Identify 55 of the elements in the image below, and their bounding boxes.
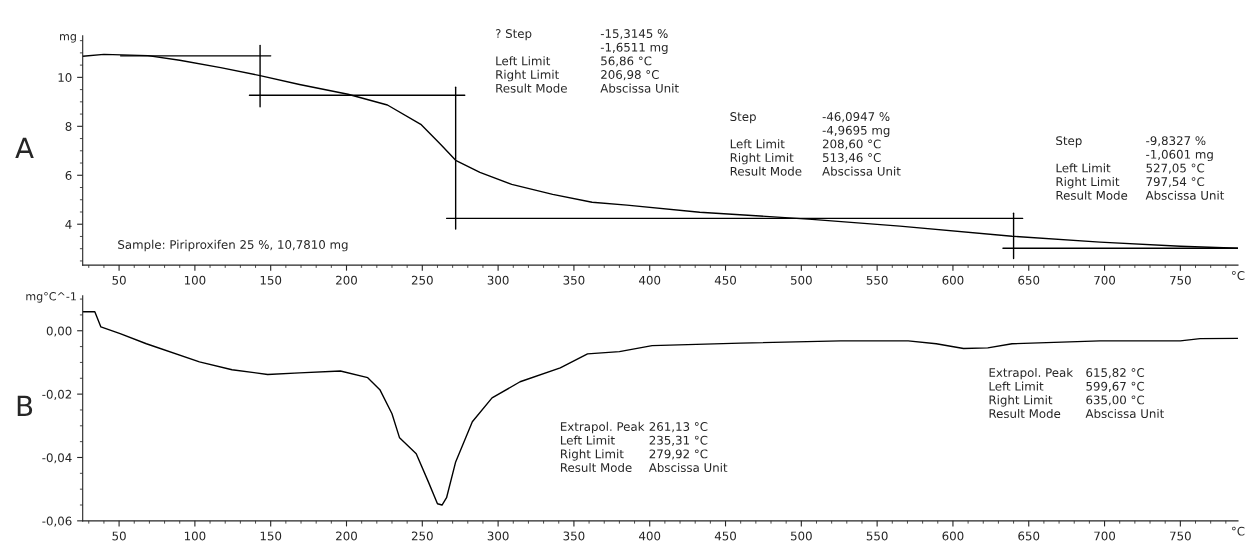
- y-axis-title: mg: [60, 34, 76, 43]
- text: Step Left Limit Right Limit Result Mode: [1056, 136, 1128, 200]
- x-tick-label: 600: [942, 531, 964, 541]
- x-tick-label: 300: [487, 275, 509, 285]
- y-tick-label: 0,00: [46, 326, 72, 337]
- y-tick-label: -0,02: [42, 389, 72, 400]
- x-tick-label: 750: [1170, 275, 1191, 285]
- x-tick-label: 100: [184, 275, 206, 285]
- y-tick-label: -0,06: [42, 516, 72, 527]
- x-tick-label: 400: [639, 531, 661, 541]
- x-tick-label: 700: [1094, 531, 1116, 541]
- annotation: Extrapol. Peak Left Limit Right Limit Result Mode: [989, 367, 1074, 419]
- x-tick-label: 550: [866, 531, 888, 541]
- y-tick-label: 10: [58, 73, 72, 83]
- x-tick-label: 50: [112, 531, 126, 541]
- text: A: [15, 137, 34, 159]
- x-tick-label: 350: [563, 531, 585, 541]
- y-tick-label: 4: [65, 220, 72, 229]
- x-tick-label: 150: [260, 275, 282, 285]
- x-tick-label: 50: [112, 275, 126, 285]
- x-tick-label: 700: [1094, 275, 1116, 285]
- annotation: Sample: Piriproxifen 25 %, 10,7810 mg: [118, 239, 348, 252]
- annotation: -46,0947 % -4,9695 mg 208,60 °C 513,46 °C Abscissa Unit: [822, 112, 901, 176]
- annotation: Extrapol. Peak Left Limit Right Limit Result Mode: [560, 421, 645, 473]
- x-tick-label: 450: [714, 531, 737, 541]
- x-tick-label: 150: [260, 531, 282, 541]
- x-tick-label: 650: [1018, 531, 1040, 541]
- x-axis-title: °C: [1232, 271, 1245, 280]
- text: Step Left Limit Right Limit Result Mode: [730, 112, 802, 176]
- y-tick-label: -0,04: [42, 453, 72, 464]
- annotation: 615,82 °C 599,67 °C 635,00 °C Abscissa Unit: [1085, 368, 1164, 419]
- x-tick-label: 550: [866, 275, 888, 285]
- text: B: [17, 395, 33, 417]
- y-tick-label: 8: [65, 122, 72, 131]
- x-tick-label: 200: [336, 531, 357, 541]
- x-tick-label: 100: [184, 531, 206, 541]
- x-tick-label: 500: [790, 531, 812, 541]
- annotation: 261,13 °C 235,31 °C 279,92 °C Abscissa Unit: [648, 422, 728, 473]
- x-tick-label: 350: [563, 275, 585, 285]
- x-axis-title: °C: [1232, 526, 1245, 536]
- text: ? Step Left Limit Right Limit Result Mode: [495, 29, 567, 93]
- y-axis-title: mg°C^-1: [26, 292, 76, 303]
- annotation: -15,3145 % -1,6511 mg 56,86 °C 206,98 °C Abscissa Unit: [600, 29, 679, 93]
- x-tick-label: 600: [942, 275, 964, 285]
- x-tick-label: 250: [411, 531, 433, 541]
- x-tick-label: 300: [487, 531, 509, 541]
- x-tick-label: 400: [639, 275, 661, 285]
- y-tick-label: 6: [65, 170, 72, 180]
- x-tick-label: 450: [714, 275, 737, 285]
- x-tick-label: 250: [411, 275, 433, 285]
- x-tick-label: 650: [1018, 275, 1040, 285]
- x-tick-label: 200: [336, 275, 357, 285]
- x-tick-label: 750: [1170, 531, 1191, 541]
- x-tick-label: 500: [790, 275, 812, 285]
- annotation: -9,8327 % -1,0601 mg 527,05 °C 797,54 °C Abscissa Unit: [1145, 136, 1225, 200]
